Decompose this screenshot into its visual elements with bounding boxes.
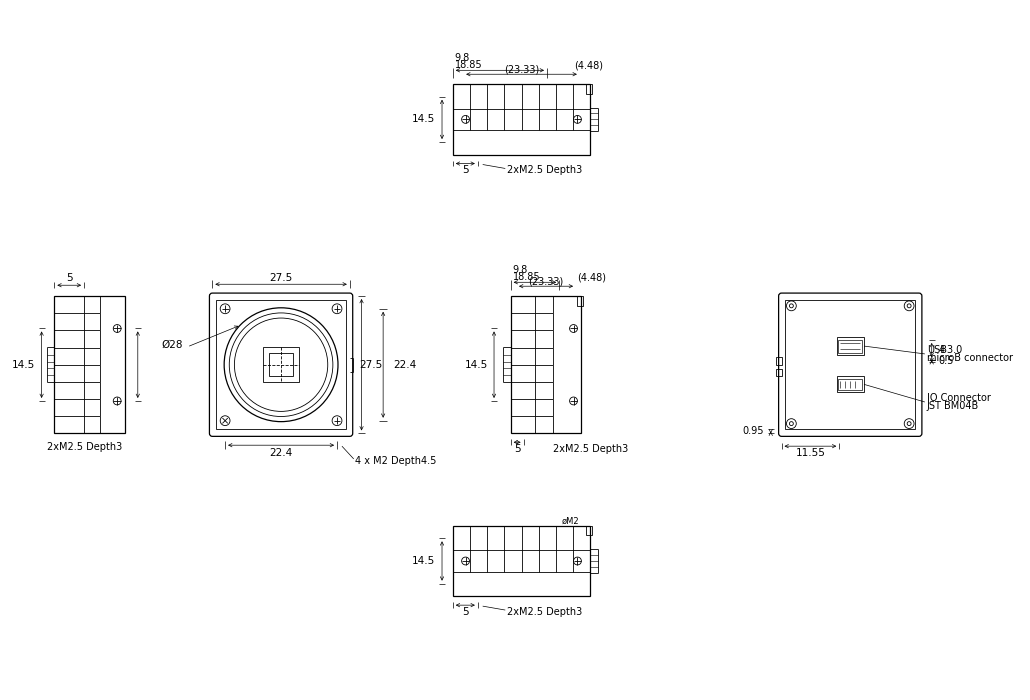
Text: 14.5: 14.5 xyxy=(412,556,435,566)
Bar xyxy=(453,84,590,155)
Text: 9.8: 9.8 xyxy=(513,265,528,274)
Text: 2xM2.5 Depth3: 2xM2.5 Depth3 xyxy=(507,165,583,176)
Bar xyxy=(836,337,864,355)
Bar xyxy=(586,526,592,536)
Text: (4.48): (4.48) xyxy=(578,272,607,282)
Text: 11.55: 11.55 xyxy=(795,448,825,458)
Text: microB connector: microB connector xyxy=(927,353,1012,363)
Text: 4 x M2 Depth4.5: 4 x M2 Depth4.5 xyxy=(354,456,436,466)
Text: 5: 5 xyxy=(66,274,72,284)
Text: 5: 5 xyxy=(514,444,520,454)
Bar xyxy=(55,296,125,433)
Bar xyxy=(786,300,915,430)
Text: 2xM2.5 Depth3: 2xM2.5 Depth3 xyxy=(553,444,628,454)
Text: (4.48): (4.48) xyxy=(575,60,604,71)
Text: 27.5: 27.5 xyxy=(270,274,293,284)
Text: 14.5: 14.5 xyxy=(465,360,488,370)
Text: 2xM2.5 Depth3: 2xM2.5 Depth3 xyxy=(507,607,583,617)
Text: 18.85: 18.85 xyxy=(513,272,541,282)
Text: (23.33): (23.33) xyxy=(504,64,539,74)
Text: IO Connector: IO Connector xyxy=(927,393,991,403)
Text: 14.5: 14.5 xyxy=(412,114,435,125)
Bar xyxy=(578,296,583,306)
Text: 5: 5 xyxy=(462,165,469,176)
Bar xyxy=(511,296,581,433)
Text: 0.95: 0.95 xyxy=(743,426,764,436)
Text: Ø28: Ø28 xyxy=(162,340,183,350)
Text: 4: 4 xyxy=(938,345,945,355)
Text: 0.5: 0.5 xyxy=(938,356,954,366)
Text: USB3.0: USB3.0 xyxy=(927,345,962,355)
Bar xyxy=(838,379,862,390)
Bar xyxy=(453,526,590,596)
Text: (23.33): (23.33) xyxy=(528,276,563,286)
Bar xyxy=(264,347,299,382)
Text: 18.85: 18.85 xyxy=(455,60,482,71)
Text: 9.8: 9.8 xyxy=(455,52,470,62)
Bar xyxy=(269,353,293,377)
Text: 5: 5 xyxy=(462,607,469,617)
Bar xyxy=(216,300,346,430)
Text: øM2: øM2 xyxy=(561,517,580,525)
Text: 2xM2.5 Depth3: 2xM2.5 Depth3 xyxy=(47,442,123,452)
Bar xyxy=(586,84,592,94)
Text: 27.5: 27.5 xyxy=(359,360,383,370)
Bar xyxy=(838,340,862,353)
Text: 14.5: 14.5 xyxy=(11,360,35,370)
Text: 22.4: 22.4 xyxy=(270,448,293,458)
Text: JST BM04B: JST BM04B xyxy=(927,401,980,411)
Bar xyxy=(776,369,782,377)
Text: 22.4: 22.4 xyxy=(393,360,416,370)
Bar xyxy=(776,357,782,365)
Bar xyxy=(836,377,864,392)
